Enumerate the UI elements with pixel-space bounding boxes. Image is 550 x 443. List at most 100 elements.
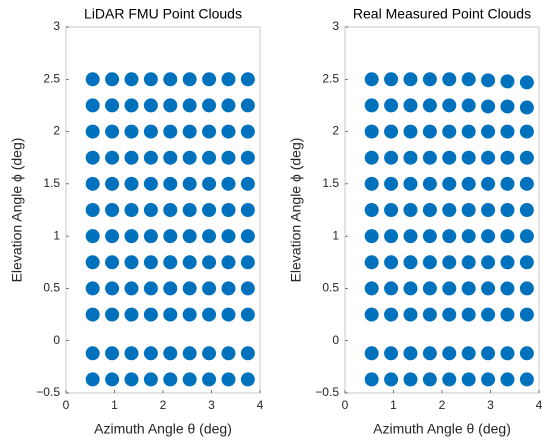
point	[202, 372, 217, 387]
point	[105, 98, 120, 113]
y-tick-label: 1	[332, 228, 339, 242]
point	[163, 124, 178, 139]
y-axis-label: Elevation Angle ϕ (deg)	[9, 138, 25, 283]
y-tick-label: 3	[53, 19, 60, 33]
point	[221, 124, 236, 139]
point	[143, 372, 158, 387]
point	[500, 74, 515, 89]
point	[182, 150, 197, 165]
point	[163, 72, 178, 87]
y-tick-label: 0.5	[43, 281, 60, 295]
point	[85, 346, 100, 361]
point	[221, 346, 236, 361]
point	[519, 124, 534, 139]
point	[481, 176, 496, 191]
point	[240, 124, 255, 139]
point	[85, 372, 100, 387]
point	[422, 281, 437, 296]
point	[85, 72, 100, 87]
point	[519, 75, 534, 90]
point	[442, 124, 457, 139]
point	[384, 307, 399, 322]
point	[240, 150, 255, 165]
point	[202, 176, 217, 191]
point	[202, 124, 217, 139]
x-tick-label: 0	[342, 398, 349, 412]
point	[105, 255, 120, 270]
x-tick-label: 4	[257, 398, 264, 412]
point	[442, 307, 457, 322]
point	[143, 346, 158, 361]
point	[461, 281, 476, 296]
point	[481, 150, 496, 165]
point	[403, 281, 418, 296]
point	[105, 124, 120, 139]
x-axis-label: Azimuth Angle θ (deg)	[373, 421, 511, 437]
point	[124, 203, 139, 217]
point	[221, 72, 236, 87]
point	[364, 176, 379, 191]
point	[105, 72, 120, 87]
point	[481, 73, 496, 88]
point	[85, 281, 100, 296]
point	[240, 229, 255, 244]
point	[105, 281, 120, 296]
point	[182, 281, 197, 296]
point	[422, 176, 437, 191]
point	[384, 372, 399, 387]
point	[105, 203, 120, 217]
point	[384, 176, 399, 191]
point	[403, 124, 418, 139]
point	[442, 98, 457, 113]
point	[221, 255, 236, 270]
point	[519, 229, 534, 244]
point	[182, 176, 197, 191]
point	[442, 255, 457, 270]
point	[442, 229, 457, 244]
point	[403, 72, 418, 87]
point	[422, 72, 437, 87]
point	[500, 307, 515, 322]
point	[143, 72, 158, 87]
point	[240, 307, 255, 322]
point	[461, 255, 476, 270]
point	[105, 346, 120, 361]
point	[182, 372, 197, 387]
point	[461, 372, 476, 387]
point	[384, 346, 399, 361]
y-tick-label: 3	[332, 19, 339, 33]
point	[364, 281, 379, 296]
point	[384, 150, 399, 165]
point	[221, 372, 236, 387]
point	[461, 72, 476, 87]
point	[500, 150, 515, 165]
point	[163, 307, 178, 322]
point	[182, 229, 197, 244]
point	[364, 372, 379, 387]
x-axis-label: Azimuth Angle θ (deg)	[94, 421, 232, 437]
point	[105, 372, 120, 387]
point	[163, 150, 178, 165]
point	[500, 255, 515, 270]
point	[202, 229, 217, 244]
point	[163, 176, 178, 191]
point	[240, 98, 255, 113]
point	[124, 176, 139, 191]
point	[442, 176, 457, 191]
point	[124, 255, 139, 270]
point	[163, 255, 178, 270]
point	[364, 203, 379, 217]
point	[143, 176, 158, 191]
point	[221, 281, 236, 296]
point	[221, 203, 236, 217]
point	[422, 98, 437, 113]
point	[105, 176, 120, 191]
point	[202, 98, 217, 113]
point	[422, 255, 437, 270]
point	[202, 150, 217, 165]
point	[143, 229, 158, 244]
x-tick-label: 0	[63, 398, 70, 412]
point	[105, 307, 120, 322]
point	[364, 229, 379, 244]
point	[519, 100, 534, 115]
